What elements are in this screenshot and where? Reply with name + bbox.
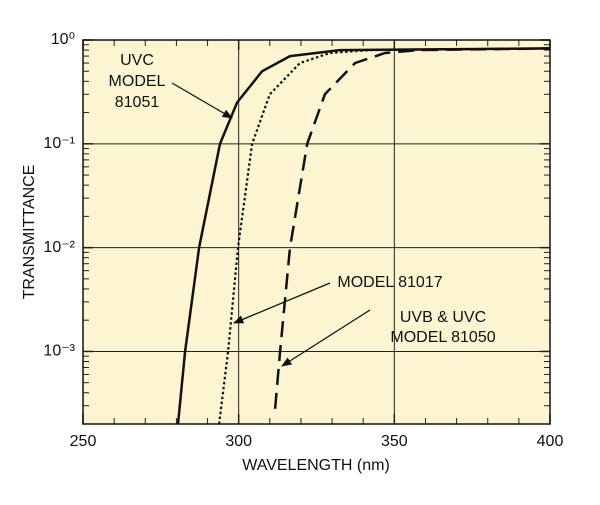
- series-line: [218, 47, 551, 425]
- x-tick-label: 350: [381, 433, 408, 450]
- x-tick-label: 400: [537, 433, 564, 450]
- y-tick-label: 10⁻¹: [43, 135, 75, 152]
- x-axis-label: WAVELENGTH (nm): [242, 457, 390, 474]
- x-tick-label: 250: [70, 433, 97, 450]
- annotation: MODEL 81050: [390, 329, 495, 346]
- y-tick-label: 10⁰: [51, 31, 75, 48]
- series-line: [176, 47, 551, 425]
- plot-background: [83, 40, 550, 424]
- annotation-arrow: [233, 282, 331, 324]
- annotation-arrow: [171, 82, 233, 119]
- annotation: UVB & UVC: [400, 309, 486, 326]
- annotation: UVC: [120, 52, 154, 69]
- annotation: 81051: [115, 94, 160, 111]
- y-tick-label: 10⁻³: [43, 343, 75, 360]
- annotation: MODEL: [109, 73, 166, 90]
- annotation: MODEL 81017: [337, 274, 442, 291]
- plot-frame: [82, 39, 551, 425]
- y-tick-label: 10⁻²: [43, 239, 75, 256]
- y-axis-label: TRANSMITTANCE: [21, 165, 38, 300]
- series-line: [273, 47, 551, 409]
- annotation-arrow: [281, 309, 371, 367]
- x-tick-label: 300: [225, 433, 252, 450]
